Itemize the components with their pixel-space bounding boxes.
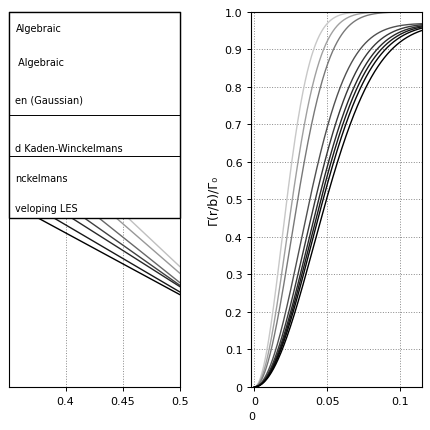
Text: veloping LES: veloping LES — [15, 204, 78, 214]
Text: nckelmans: nckelmans — [15, 174, 68, 184]
Text: d Kaden-Winckelmans: d Kaden-Winckelmans — [15, 144, 123, 154]
Text: Algebraic: Algebraic — [15, 58, 64, 68]
Y-axis label: Γ(r/b)/Γ₀: Γ(r/b)/Γ₀ — [206, 175, 218, 225]
Text: Algebraic: Algebraic — [15, 24, 61, 34]
Text: 0: 0 — [247, 412, 254, 421]
Text: en (Gaussian): en (Gaussian) — [15, 95, 83, 105]
